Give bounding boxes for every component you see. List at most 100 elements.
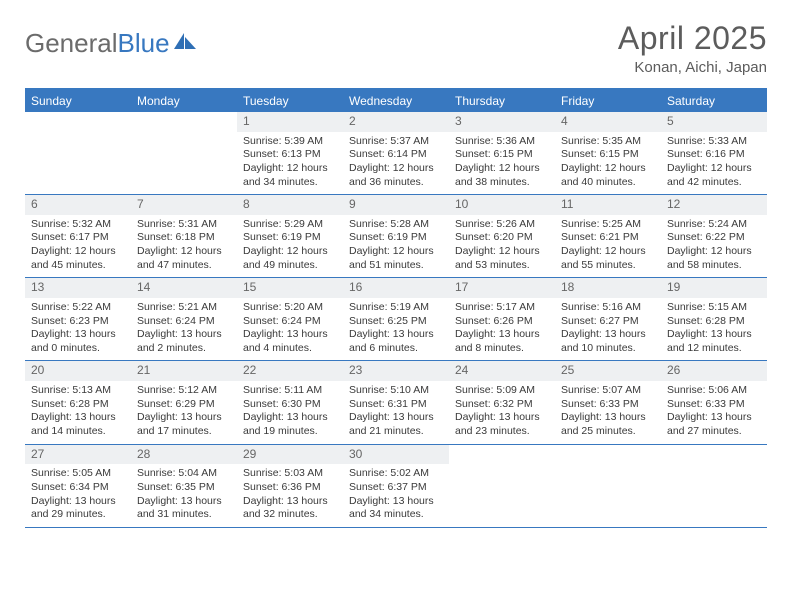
daylight-line: Daylight: 13 hours and 23 minutes. bbox=[455, 411, 549, 438]
brand-logo: GeneralBlue bbox=[25, 28, 196, 59]
sunset-line: Sunset: 6:29 PM bbox=[137, 398, 231, 412]
daylight-line: Daylight: 13 hours and 8 minutes. bbox=[455, 328, 549, 355]
day-cell: 2Sunrise: 5:37 AMSunset: 6:14 PMDaylight… bbox=[343, 112, 449, 194]
day-body: Sunrise: 5:35 AMSunset: 6:15 PMDaylight:… bbox=[555, 132, 661, 195]
sunset-line: Sunset: 6:30 PM bbox=[243, 398, 337, 412]
day-cell: 7Sunrise: 5:31 AMSunset: 6:18 PMDaylight… bbox=[131, 195, 237, 277]
sunrise-line: Sunrise: 5:12 AM bbox=[137, 384, 231, 398]
daylight-line: Daylight: 13 hours and 34 minutes. bbox=[349, 495, 443, 522]
sunset-line: Sunset: 6:36 PM bbox=[243, 481, 337, 495]
day-body: Sunrise: 5:16 AMSunset: 6:27 PMDaylight:… bbox=[555, 298, 661, 361]
day-number: 15 bbox=[237, 278, 343, 298]
day-body: Sunrise: 5:02 AMSunset: 6:37 PMDaylight:… bbox=[343, 464, 449, 527]
weekday-label: Sunday bbox=[25, 90, 131, 112]
sunrise-line: Sunrise: 5:26 AM bbox=[455, 218, 549, 232]
day-cell: 11Sunrise: 5:25 AMSunset: 6:21 PMDayligh… bbox=[555, 195, 661, 277]
day-body: Sunrise: 5:22 AMSunset: 6:23 PMDaylight:… bbox=[25, 298, 131, 361]
sunset-line: Sunset: 6:31 PM bbox=[349, 398, 443, 412]
title-block: April 2025 Konan, Aichi, Japan bbox=[618, 20, 767, 76]
empty-cell bbox=[661, 445, 767, 527]
day-body: Sunrise: 5:28 AMSunset: 6:19 PMDaylight:… bbox=[343, 215, 449, 278]
sunrise-line: Sunrise: 5:21 AM bbox=[137, 301, 231, 315]
sunset-line: Sunset: 6:17 PM bbox=[31, 231, 125, 245]
sunset-line: Sunset: 6:28 PM bbox=[31, 398, 125, 412]
weekday-label: Saturday bbox=[661, 90, 767, 112]
empty-cell bbox=[449, 445, 555, 527]
daylight-line: Daylight: 13 hours and 25 minutes. bbox=[561, 411, 655, 438]
daylight-line: Daylight: 12 hours and 34 minutes. bbox=[243, 162, 337, 189]
day-number: 10 bbox=[449, 195, 555, 215]
day-cell: 13Sunrise: 5:22 AMSunset: 6:23 PMDayligh… bbox=[25, 278, 131, 360]
day-body: Sunrise: 5:31 AMSunset: 6:18 PMDaylight:… bbox=[131, 215, 237, 278]
daylight-line: Daylight: 12 hours and 53 minutes. bbox=[455, 245, 549, 272]
sunrise-line: Sunrise: 5:10 AM bbox=[349, 384, 443, 398]
weekday-label: Monday bbox=[131, 90, 237, 112]
day-cell: 30Sunrise: 5:02 AMSunset: 6:37 PMDayligh… bbox=[343, 445, 449, 527]
sunset-line: Sunset: 6:24 PM bbox=[243, 315, 337, 329]
sunrise-line: Sunrise: 5:37 AM bbox=[349, 135, 443, 149]
daylight-line: Daylight: 13 hours and 14 minutes. bbox=[31, 411, 125, 438]
sunrise-line: Sunrise: 5:29 AM bbox=[243, 218, 337, 232]
sunset-line: Sunset: 6:35 PM bbox=[137, 481, 231, 495]
day-cell: 26Sunrise: 5:06 AMSunset: 6:33 PMDayligh… bbox=[661, 361, 767, 443]
day-cell: 10Sunrise: 5:26 AMSunset: 6:20 PMDayligh… bbox=[449, 195, 555, 277]
brand-text: GeneralBlue bbox=[25, 28, 170, 59]
day-number: 12 bbox=[661, 195, 767, 215]
day-cell: 6Sunrise: 5:32 AMSunset: 6:17 PMDaylight… bbox=[25, 195, 131, 277]
day-number: 24 bbox=[449, 361, 555, 381]
day-number: 3 bbox=[449, 112, 555, 132]
sunset-line: Sunset: 6:32 PM bbox=[455, 398, 549, 412]
sunset-line: Sunset: 6:24 PM bbox=[137, 315, 231, 329]
day-body: Sunrise: 5:36 AMSunset: 6:15 PMDaylight:… bbox=[449, 132, 555, 195]
weeks-container: 1Sunrise: 5:39 AMSunset: 6:13 PMDaylight… bbox=[25, 112, 767, 528]
sunrise-line: Sunrise: 5:17 AM bbox=[455, 301, 549, 315]
day-body: Sunrise: 5:13 AMSunset: 6:28 PMDaylight:… bbox=[25, 381, 131, 444]
day-body: Sunrise: 5:11 AMSunset: 6:30 PMDaylight:… bbox=[237, 381, 343, 444]
week-row: 20Sunrise: 5:13 AMSunset: 6:28 PMDayligh… bbox=[25, 361, 767, 444]
weekday-header-row: SundayMondayTuesdayWednesdayThursdayFrid… bbox=[25, 90, 767, 112]
header: GeneralBlue April 2025 Konan, Aichi, Jap… bbox=[25, 20, 767, 76]
day-body: Sunrise: 5:33 AMSunset: 6:16 PMDaylight:… bbox=[661, 132, 767, 195]
sunset-line: Sunset: 6:16 PM bbox=[667, 148, 761, 162]
sunrise-line: Sunrise: 5:31 AM bbox=[137, 218, 231, 232]
sunrise-line: Sunrise: 5:16 AM bbox=[561, 301, 655, 315]
day-body: Sunrise: 5:07 AMSunset: 6:33 PMDaylight:… bbox=[555, 381, 661, 444]
day-number: 28 bbox=[131, 445, 237, 465]
brand-part2: Blue bbox=[118, 28, 170, 58]
day-body: Sunrise: 5:25 AMSunset: 6:21 PMDaylight:… bbox=[555, 215, 661, 278]
day-cell: 25Sunrise: 5:07 AMSunset: 6:33 PMDayligh… bbox=[555, 361, 661, 443]
sunset-line: Sunset: 6:13 PM bbox=[243, 148, 337, 162]
day-cell: 1 Sunrise: 5:39 AMSunset: 6:13 PMDaylight… bbox=[237, 112, 343, 194]
daylight-line: Daylight: 12 hours and 40 minutes. bbox=[561, 162, 655, 189]
sunset-line: Sunset: 6:21 PM bbox=[561, 231, 655, 245]
daylight-line: Daylight: 12 hours and 38 minutes. bbox=[455, 162, 549, 189]
day-number: 11 bbox=[555, 195, 661, 215]
daylight-line: Daylight: 13 hours and 0 minutes. bbox=[31, 328, 125, 355]
day-cell: 4Sunrise: 5:35 AMSunset: 6:15 PMDaylight… bbox=[555, 112, 661, 194]
day-number: 1 bbox=[237, 112, 343, 132]
day-number: 13 bbox=[25, 278, 131, 298]
day-number: 5 bbox=[661, 112, 767, 132]
weekday-label: Thursday bbox=[449, 90, 555, 112]
day-number: 2 bbox=[343, 112, 449, 132]
sunset-line: Sunset: 6:19 PM bbox=[243, 231, 337, 245]
sunrise-line: Sunrise: 5:05 AM bbox=[31, 467, 125, 481]
day-number: 30 bbox=[343, 445, 449, 465]
day-number: 8 bbox=[237, 195, 343, 215]
sunset-line: Sunset: 6:23 PM bbox=[31, 315, 125, 329]
sunrise-line: Sunrise: 5:36 AM bbox=[455, 135, 549, 149]
day-number: 7 bbox=[131, 195, 237, 215]
sunset-line: Sunset: 6:15 PM bbox=[561, 148, 655, 162]
sunset-line: Sunset: 6:15 PM bbox=[455, 148, 549, 162]
day-cell: 24Sunrise: 5:09 AMSunset: 6:32 PMDayligh… bbox=[449, 361, 555, 443]
sunrise-line: Sunrise: 5:39 AM bbox=[243, 135, 337, 149]
sunset-line: Sunset: 6:33 PM bbox=[667, 398, 761, 412]
sail-icon bbox=[174, 33, 196, 49]
daylight-line: Daylight: 12 hours and 55 minutes. bbox=[561, 245, 655, 272]
sunrise-line: Sunrise: 5:33 AM bbox=[667, 135, 761, 149]
empty-cell bbox=[131, 112, 237, 194]
day-number: 27 bbox=[25, 445, 131, 465]
day-cell: 29Sunrise: 5:03 AMSunset: 6:36 PMDayligh… bbox=[237, 445, 343, 527]
daylight-line: Daylight: 13 hours and 29 minutes. bbox=[31, 495, 125, 522]
daylight-line: Daylight: 12 hours and 47 minutes. bbox=[137, 245, 231, 272]
